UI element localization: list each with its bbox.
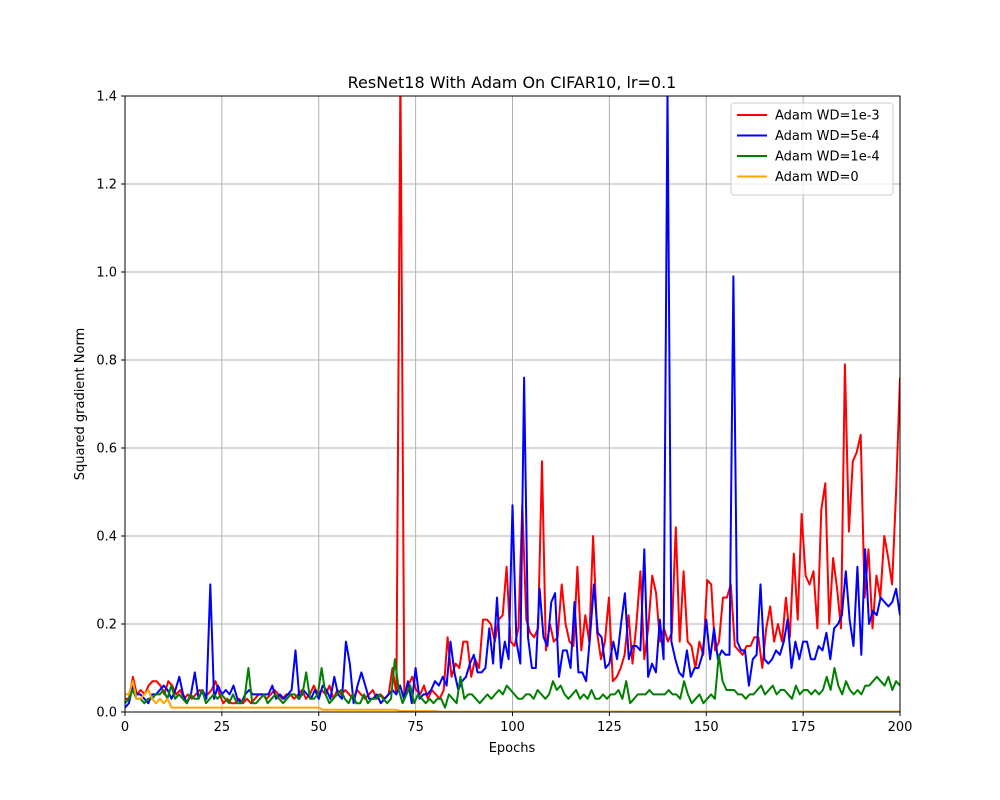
- series-line-adam-wd-5e-4: [125, 96, 900, 709]
- x-tick-label: 150: [694, 720, 719, 735]
- x-tick-label: 125: [597, 720, 622, 735]
- legend-label: Adam WD=0: [775, 170, 859, 185]
- legend: Adam WD=1e-3 Adam WD=5e-4 Adam WD=1e-4 Adam…: [730, 102, 894, 196]
- legend-label: Adam WD=5e-4: [775, 129, 880, 144]
- x-tick-label: 175: [791, 720, 816, 735]
- x-tick-label: 100: [500, 720, 525, 735]
- x-tick-label: 200: [888, 720, 913, 735]
- y-tick-label: 1.0: [96, 266, 117, 281]
- x-tick-label: 25: [214, 720, 231, 735]
- legend-label: Adam WD=1e-4: [775, 150, 880, 165]
- y-axis-label: Squared gradient Norm: [73, 328, 88, 481]
- series-line-adam-wd-1e-4: [125, 653, 900, 709]
- y-tick-label: 0.8: [96, 354, 117, 369]
- legend-label: Adam WD=1e-3: [775, 109, 880, 124]
- x-tick-label: 0: [121, 720, 129, 735]
- x-axis-label: Epochs: [489, 741, 536, 756]
- y-tick-label: 1.2: [96, 178, 117, 193]
- series-line-adam-wd-1e-3: [125, 96, 900, 705]
- y-tick-label: 0.0: [96, 706, 117, 721]
- y-tick-label: 0.4: [96, 530, 117, 545]
- axis-ticks: 0 25 50 75 100 125 150 175 200 0.0 0.2 0.4 0.6 0.8 1.0…: [96, 90, 912, 736]
- y-tick-label: 1.4: [96, 90, 117, 105]
- y-tick-label: 0.6: [96, 442, 117, 457]
- x-tick-label: 50: [310, 720, 327, 735]
- chart-title: ResNet18 With Adam On CIFAR10, lr=0.1: [348, 73, 677, 92]
- y-tick-label: 0.2: [96, 618, 117, 633]
- x-tick-label: 75: [407, 720, 424, 735]
- legend-box: [730, 102, 894, 196]
